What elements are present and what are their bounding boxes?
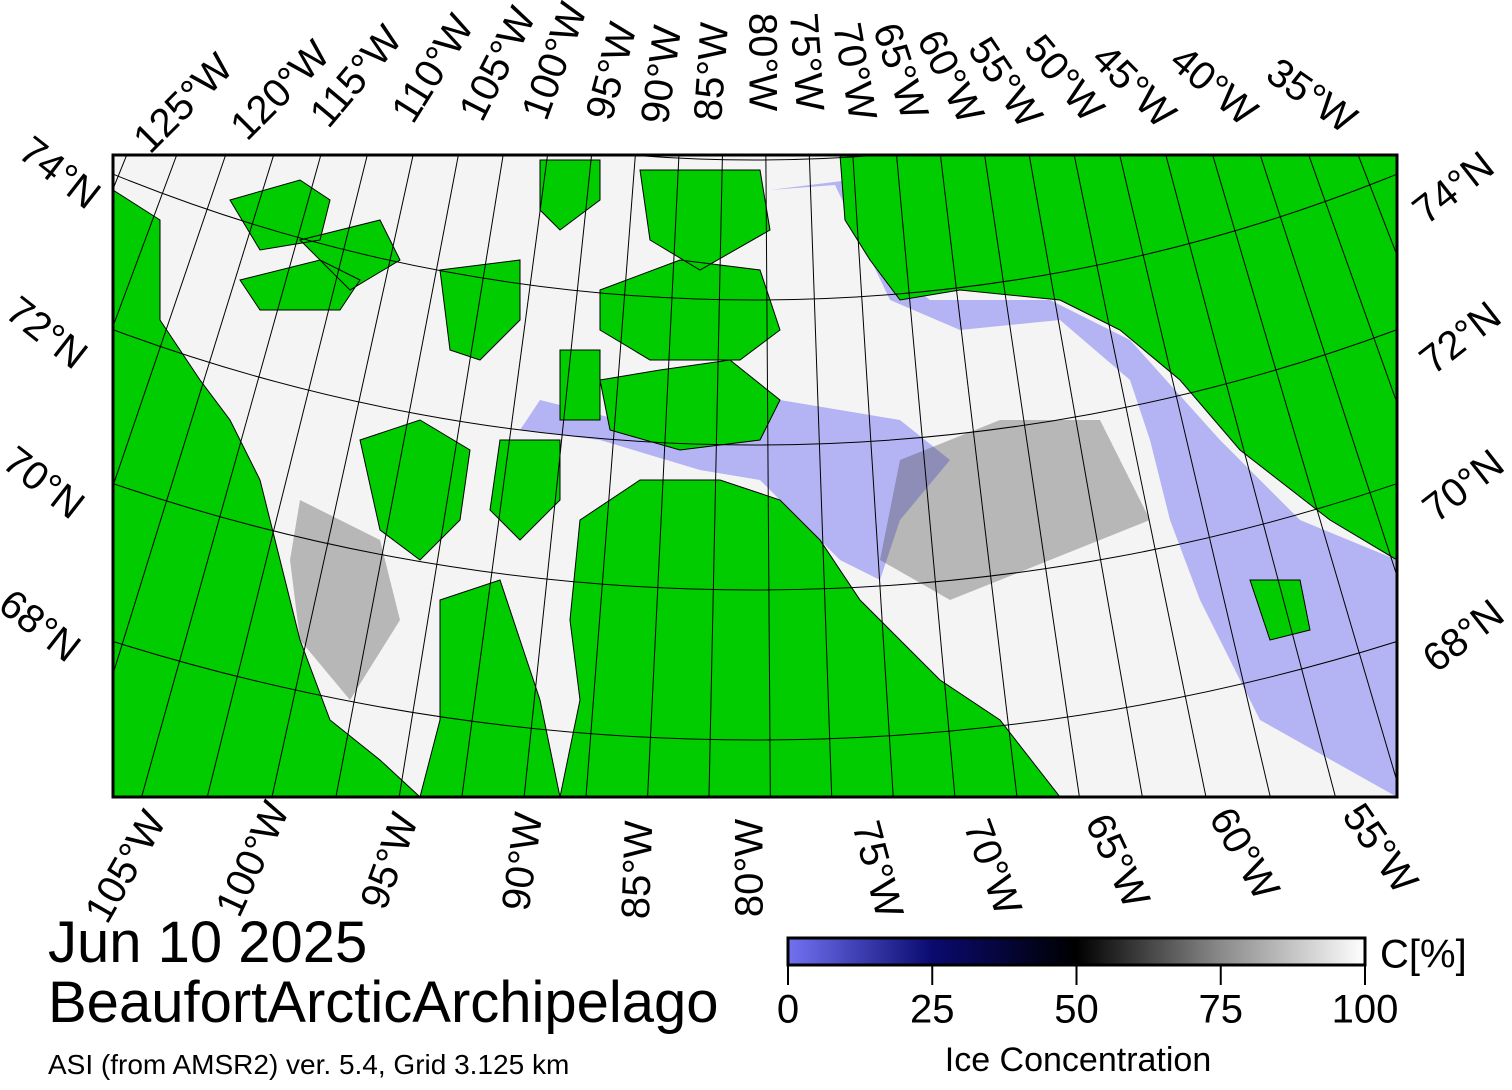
right-latitude-label: 74°N	[1405, 143, 1503, 233]
longitude-line	[708, 155, 723, 797]
longitude-line	[1308, 155, 1397, 405]
bottom-longitude-label: 100°W	[207, 795, 298, 923]
colorbar-tick-label: 100	[1332, 988, 1399, 1032]
latitude-line	[627, 155, 883, 161]
bottom-longitude-label: 65°W	[1077, 807, 1159, 915]
longitude-line	[271, 155, 414, 797]
longitude-line	[808, 155, 833, 797]
top-longitude-label: 85°W	[686, 21, 737, 122]
colorbar	[786, 936, 1367, 967]
right-latitude-label: 70°N	[1415, 441, 1512, 531]
land	[113, 155, 1397, 797]
bottom-longitude-label: 80°W	[728, 819, 772, 917]
longitude-line	[1028, 155, 1143, 797]
left-latitude-label: 70°N	[0, 438, 92, 528]
longitude-line	[113, 155, 227, 488]
map-frame	[111, 153, 1399, 799]
longitude-line	[461, 155, 549, 797]
colorbar-tick-label: 0	[777, 988, 799, 1032]
longitude-line	[206, 155, 368, 797]
colorbar-unit: C[%]	[1380, 933, 1467, 977]
colorbar-tick-label: 25	[910, 988, 955, 1032]
colorbar-label: Ice Concentration	[945, 1041, 1212, 1079]
high-concentration-ice	[290, 420, 1150, 700]
longitude-line	[1212, 155, 1397, 784]
bottom-longitude-label: 95°W	[352, 807, 427, 915]
longitude-line	[585, 155, 636, 797]
longitude-line	[765, 155, 771, 797]
longitude-line	[398, 155, 504, 797]
left-latitude-label: 72°N	[0, 288, 95, 378]
longitude-line	[939, 155, 1018, 797]
bottom-longitude-label: 60°W	[1200, 800, 1287, 907]
graticule	[0, 0, 1512, 797]
top-longitude-label: 75°W	[781, 11, 832, 112]
longitude-line	[1487, 0, 1512, 608]
right-latitude-label: 68°N	[1415, 591, 1512, 681]
longitude-line	[1165, 155, 1336, 797]
longitude-line	[984, 155, 1080, 797]
source-note: ASI (from AMSR2) ver. 5.4, Grid 3.125 km	[48, 1049, 569, 1080]
top-longitude-label: 80°W	[740, 13, 784, 111]
longitude-line	[141, 155, 322, 797]
top-longitude-label: 125°W	[125, 45, 241, 161]
bottom-longitude-label: 85°W	[614, 820, 661, 920]
bottom-longitude-label: 70°W	[955, 813, 1030, 921]
longitude-line	[1259, 155, 1397, 578]
date-title: Jun 10 2025	[48, 910, 367, 975]
colorbar-tick-label: 50	[1054, 988, 1099, 1032]
longitude-line	[523, 155, 593, 797]
longitude-line	[647, 155, 680, 797]
right-latitude-label: 72°N	[1412, 293, 1510, 383]
colorbar-tick-label: 75	[1199, 988, 1244, 1032]
longitude-line	[0, 0, 5, 592]
top-longitude-label: 40°W	[1162, 38, 1266, 135]
bottom-longitude-label: 75°W	[843, 816, 911, 923]
map-area	[0, 0, 1512, 797]
left-latitude-label: 68°N	[0, 581, 88, 671]
region-title: BeaufortArcticArchipelago	[48, 970, 719, 1035]
bottom-longitude-label: 90°W	[494, 810, 551, 914]
left-latitude-label: 74°N	[11, 128, 109, 218]
top-longitude-label: 35°W	[1259, 50, 1365, 143]
longitude-line	[1073, 155, 1207, 797]
bottom-longitude-label: 55°W	[1334, 796, 1427, 902]
longitude-line	[335, 155, 459, 797]
longitude-line	[852, 155, 894, 797]
longitude-line	[1119, 155, 1271, 797]
longitude-line	[896, 155, 956, 797]
